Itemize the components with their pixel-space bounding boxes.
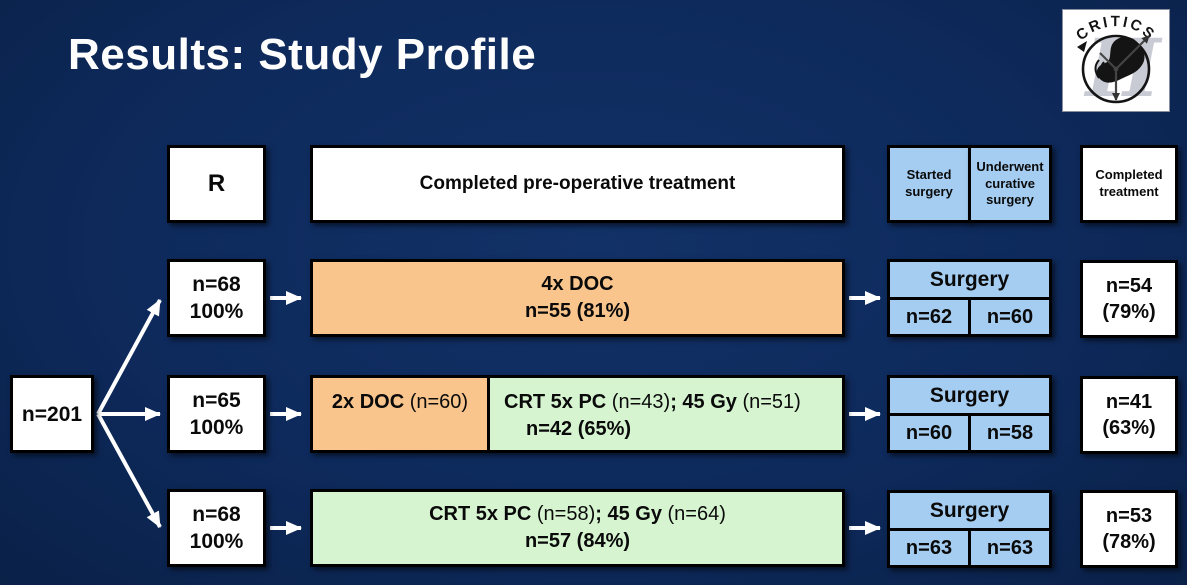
branch-pct: 100% [189, 416, 244, 439]
started-surgery-header: Started surgery [887, 145, 971, 223]
treatment-line1: 4x DOC [541, 273, 614, 295]
completed-box-row1: n=54 (79%) [1080, 260, 1178, 338]
randomization-header: R [167, 145, 266, 223]
branch-box-row1: n=68 100% [167, 259, 266, 337]
crt-label: CRT 5x PC [504, 391, 607, 413]
treatment-line2: n=57 (84%) [524, 530, 631, 552]
surgery-curative-cell: n=58 [986, 421, 1034, 444]
completed-box-row2: n=41 (63%) [1080, 376, 1178, 454]
branch-n: n=68 [192, 503, 241, 526]
gy-n: (n=64) [661, 503, 726, 525]
crt-label: CRT 5x PC [429, 503, 532, 525]
curative-surgery-header: Underwent curative surgery [968, 145, 1052, 223]
treatment-header: Completed pre-operative treatment [310, 145, 845, 223]
completed-treatment-header: Completed treatment [1080, 145, 1178, 223]
branch-pct: 100% [189, 530, 244, 553]
branch-n: n=68 [192, 273, 241, 296]
branch-n: n=65 [192, 389, 241, 412]
critics-logo-graphic: II CRITICS [1073, 13, 1163, 115]
treatment-green-cell: CRT 5x PC (n=43); 45 Gy (n=51) n=42 (65%… [490, 378, 842, 450]
treatment-orange-cell: 2x DOC (n=60) [313, 378, 490, 450]
completed-n: n=41 [1105, 391, 1153, 413]
surgery-started-cell: n=60 [890, 416, 971, 450]
surgery-label: Surgery [890, 262, 1049, 300]
root-n-label: n=201 [21, 402, 83, 426]
curative-surgery-label: Underwent curative surgery [976, 158, 1044, 208]
treatment-line1: CRT 5x PC (n=58); 45 Gy (n=64) [429, 501, 726, 528]
treatment-orange-bold: 2x DOC [331, 391, 405, 413]
gy-label: ; 45 Gy [595, 503, 662, 525]
treatment-box-row1: 4x DOC n=55 (81%) [310, 259, 845, 337]
gy-n: (n=51) [736, 391, 801, 413]
surgery-curative-cell: n=63 [986, 536, 1034, 559]
surgery-box-row1: Surgery n=62 n=60 [887, 259, 1052, 337]
surgery-started-cell: n=62 [890, 300, 971, 334]
treatment-box-row2: 2x DOC (n=60) CRT 5x PC (n=43); 45 Gy (n… [310, 375, 845, 453]
surgery-curative-cell: n=60 [986, 305, 1034, 328]
treatment-header-label: Completed pre-operative treatment [419, 173, 736, 194]
branch-box-row2: n=65 100% [167, 375, 266, 453]
slide-title: Results: Study Profile [68, 30, 537, 79]
completed-box-row3: n=53 (78%) [1080, 490, 1178, 568]
treatment-orange-normal: (n=60) [404, 391, 469, 413]
critics-logo: II CRITICS [1062, 9, 1170, 115]
surgery-label: Surgery [890, 378, 1049, 416]
surgery-label: Surgery [890, 493, 1049, 531]
treatment-line2: n=55 (81%) [524, 300, 631, 322]
surgery-started-cell: n=63 [890, 531, 971, 565]
root-n-box: n=201 [10, 375, 94, 453]
completed-pct: (63%) [1102, 417, 1156, 439]
branch-pct: 100% [189, 300, 244, 323]
branch-box-row3: n=68 100% [167, 489, 266, 567]
treatment-green-line2: n=42 (65%) [526, 418, 632, 440]
crt-n: (n=43) [606, 391, 671, 413]
crt-n: (n=58) [531, 503, 596, 525]
completed-n: n=54 [1105, 275, 1153, 297]
completed-treatment-label: Completed treatment [1095, 167, 1163, 199]
surgery-box-row3: Surgery n=63 n=63 [887, 490, 1052, 568]
treatment-green-line1: CRT 5x PC (n=43); 45 Gy (n=51) [504, 389, 801, 416]
completed-n: n=53 [1105, 505, 1153, 527]
gy-label: ; 45 Gy [670, 391, 737, 413]
completed-pct: (78%) [1102, 531, 1156, 553]
surgery-box-row2: Surgery n=60 n=58 [887, 375, 1052, 453]
started-surgery-label: Started surgery [905, 167, 953, 199]
completed-pct: (79%) [1102, 301, 1156, 323]
treatment-box-row3: CRT 5x PC (n=58); 45 Gy (n=64) n=57 (84%… [310, 489, 845, 567]
randomization-label: R [207, 170, 226, 197]
